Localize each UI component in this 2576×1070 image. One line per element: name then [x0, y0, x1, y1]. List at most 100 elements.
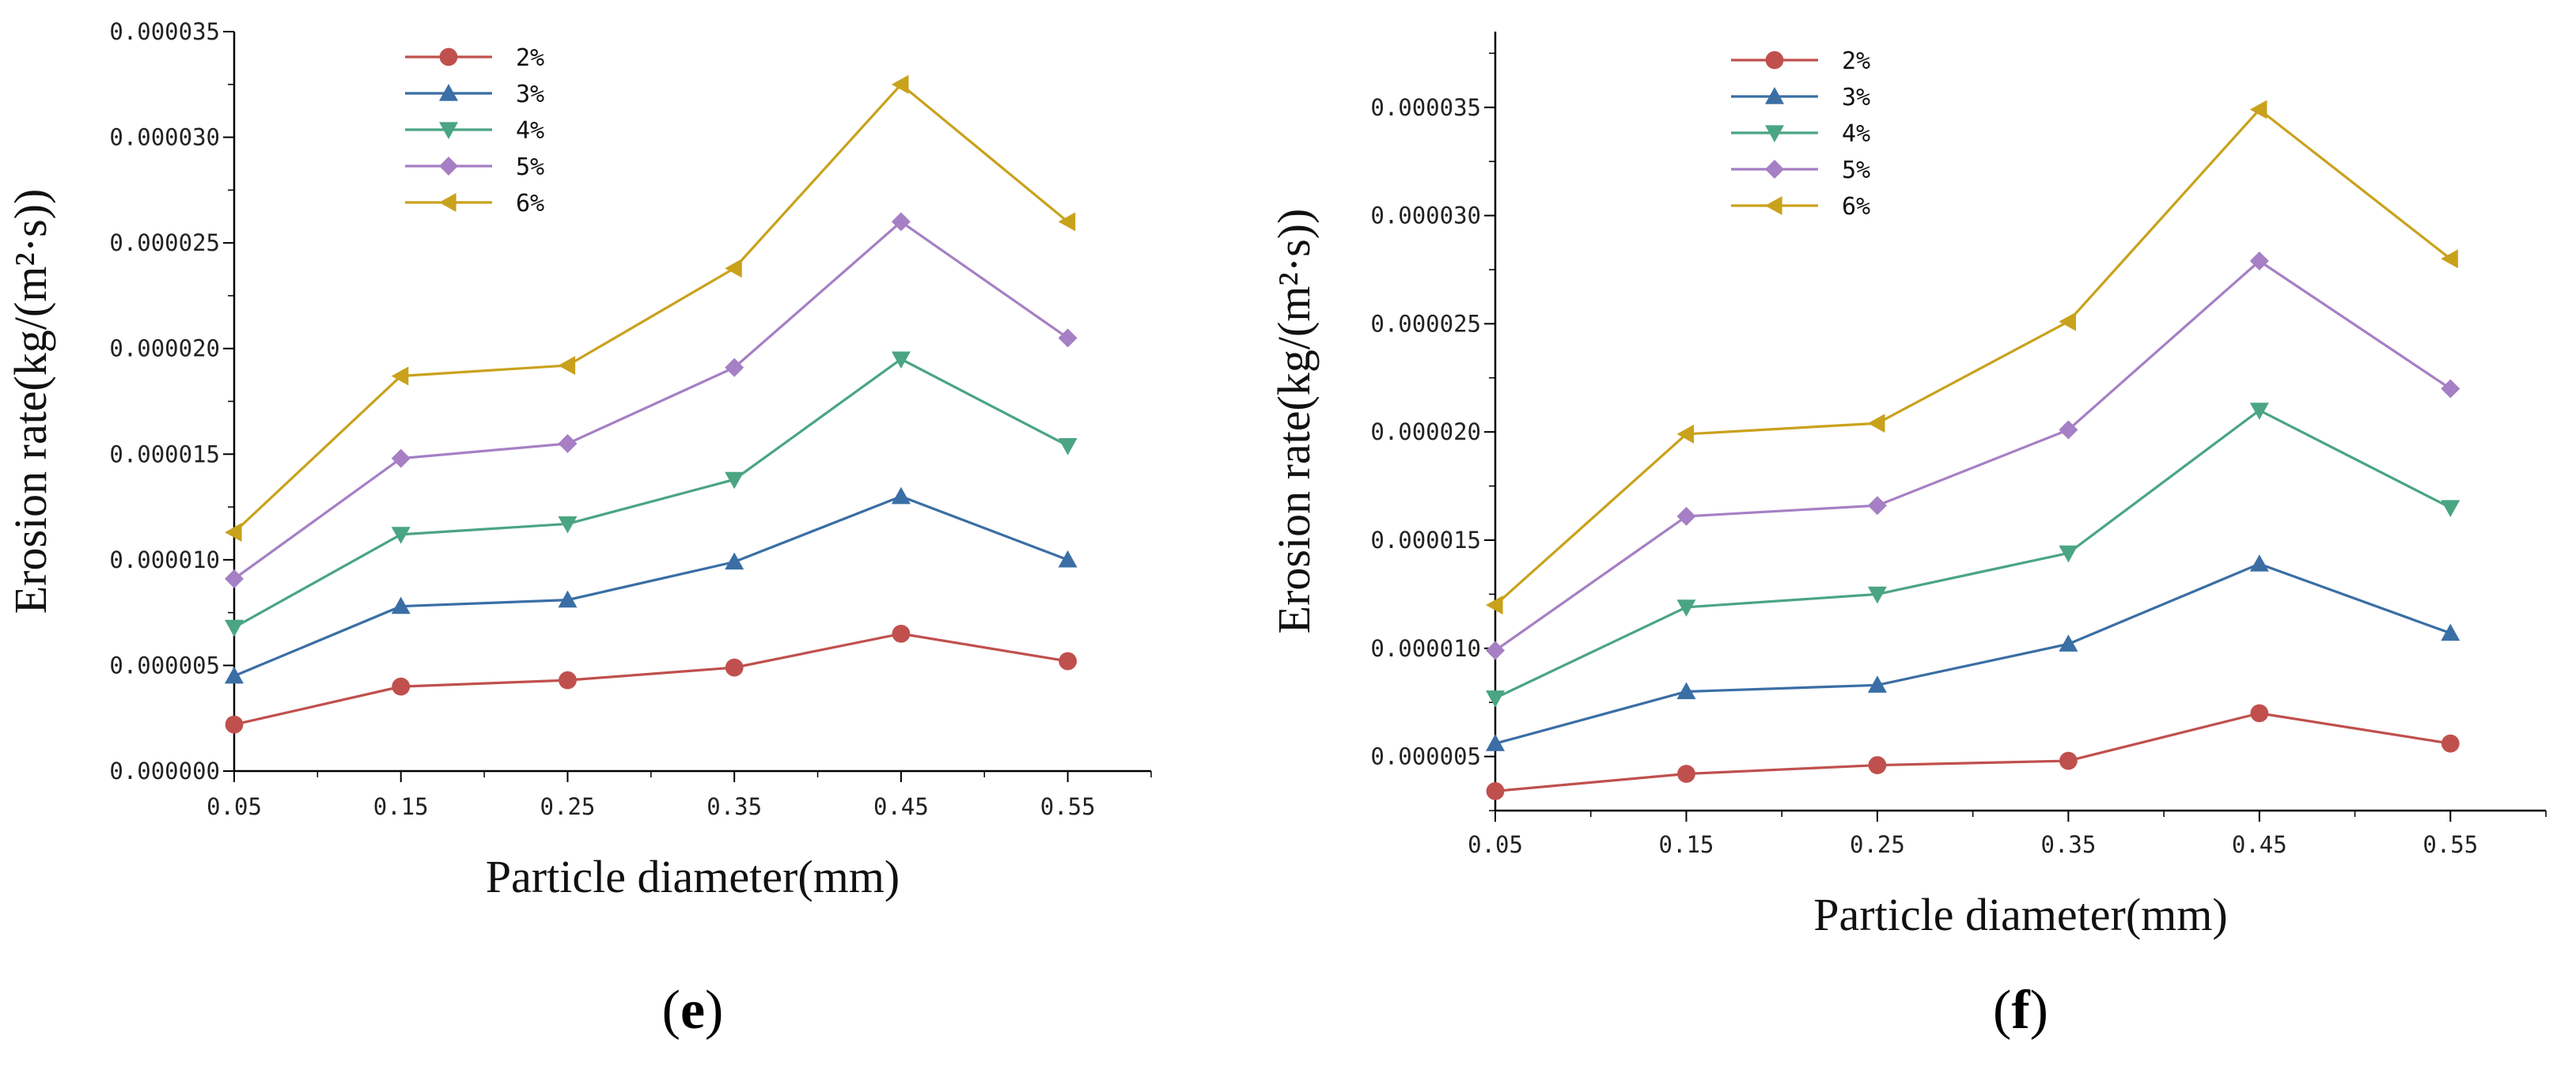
data-point-6pct: [1867, 414, 1885, 433]
data-point-4pct: [2249, 403, 2269, 420]
legend-marker: [439, 84, 458, 101]
data-point-5pct: [558, 433, 578, 453]
data-point-6pct: [1058, 212, 1076, 232]
data-point-2pct: [1677, 765, 1695, 783]
data-point-4pct: [891, 351, 911, 369]
y-tick-label: 0.000030: [109, 124, 220, 151]
data-point-4pct: [225, 619, 244, 637]
data-point-6pct: [391, 366, 409, 386]
data-point-6pct: [558, 356, 576, 376]
y-tick-label: 0.000035: [1370, 94, 1481, 121]
data-point-2pct: [2250, 704, 2269, 723]
data-point-3pct: [2059, 634, 2078, 652]
y-axis-title: Erosion rate(kg/(m²·s)): [1268, 209, 1320, 634]
data-point-3pct: [1058, 550, 1078, 568]
legend-label: 5%: [1842, 157, 1870, 184]
data-point-3pct: [2441, 623, 2460, 641]
data-point-4pct: [1676, 599, 1696, 617]
series-line-5pct: [1494, 259, 2452, 652]
data-point-6pct: [1486, 595, 1503, 615]
legend-marker: [1765, 125, 1784, 142]
data-point-4pct: [2441, 500, 2460, 517]
series-line-4pct: [233, 357, 1069, 629]
series-line-3pct: [1494, 562, 2451, 745]
data-point-5pct: [1867, 496, 1887, 516]
data-point-2pct: [2059, 751, 2078, 770]
series-line-2pct: [1494, 712, 2451, 792]
x-tick-label: 0.25: [1850, 831, 1905, 858]
legend-label: 6%: [516, 190, 544, 217]
legend-label: 5%: [516, 153, 544, 181]
x-tick-label: 0.55: [2423, 831, 2478, 858]
y-tick-label: 0.000020: [1370, 418, 1481, 445]
x-tick-label: 0.05: [206, 793, 262, 820]
data-point-6pct: [2441, 249, 2458, 269]
y-tick-label: 0.000025: [109, 229, 220, 256]
data-point-3pct: [391, 596, 411, 614]
y-tick-label: 0.000035: [109, 18, 220, 45]
y-tick-label: 0.000030: [1370, 202, 1481, 229]
x-tick-label: 0.25: [540, 793, 596, 820]
data-point-5pct: [725, 357, 744, 377]
data-point-5pct: [1676, 506, 1696, 526]
data-point-5pct: [2249, 251, 2269, 271]
y-tick-label: 0.000005: [109, 652, 220, 679]
legend: 2% 3% 4% 5% 6%: [405, 44, 544, 217]
data-point-2pct: [1059, 652, 1078, 671]
data-point-4pct: [725, 471, 744, 490]
data-point-3pct: [1486, 734, 1505, 751]
data-point-3pct: [2249, 554, 2269, 572]
data-point-6pct: [2249, 100, 2267, 119]
panel-label: (e): [662, 980, 724, 1041]
legend-label: 6%: [1842, 193, 1870, 221]
data-point-2pct: [2441, 734, 2460, 753]
data-point-6pct: [725, 259, 742, 278]
data-point-2pct: [725, 658, 744, 677]
panel-label: (f): [1993, 980, 2048, 1041]
data-point-2pct: [892, 624, 911, 643]
legend: 2% 3% 4% 5% 6%: [1731, 47, 1870, 221]
data-point-3pct: [558, 590, 578, 608]
series-line-2pct: [233, 632, 1068, 726]
data-point-4pct: [1058, 438, 1078, 456]
x-tick-label: 0.05: [1468, 831, 1523, 858]
x-tick-label: 0.35: [707, 793, 762, 820]
x-tick-label: 0.15: [373, 793, 429, 820]
y-tick-label: 0.000020: [109, 335, 220, 362]
data-point-5pct: [225, 569, 244, 588]
legend-label: 4%: [516, 117, 544, 145]
x-axis-title: Particle diameter(mm): [486, 851, 900, 902]
x-tick-label: 0.55: [1040, 793, 1096, 820]
legend-label: 3%: [516, 81, 544, 108]
legend-marker: [1765, 160, 1784, 179]
data-point-2pct: [225, 715, 244, 734]
chart-panel-e: 0.000000 0.000005 0.000010 0.000015 0.000020…: [5, 18, 1152, 1041]
y-tick-label: 0.000000: [109, 758, 220, 785]
data-point-4pct: [1867, 586, 1887, 604]
x-axis-title: Particle diameter(mm): [1813, 889, 2227, 940]
y-tick-label: 0.000010: [109, 546, 220, 573]
data-point-3pct: [725, 552, 744, 570]
x-tick-label: 0.45: [873, 793, 929, 820]
x-tick-label: 0.45: [2232, 831, 2287, 858]
legend-marker: [439, 47, 458, 66]
y-tick-label: 0.000005: [1370, 743, 1481, 770]
data-point-5pct: [2441, 379, 2460, 399]
series-line-5pct: [233, 220, 1069, 580]
data-point-5pct: [1058, 328, 1078, 348]
data-point-6pct: [1676, 424, 1695, 444]
legend-label: 4%: [1842, 120, 1870, 148]
y-tick-label: 0.000010: [1370, 635, 1481, 662]
legend-label: 3%: [1842, 84, 1870, 112]
x-tick-label: 0.15: [1659, 831, 1714, 858]
data-point-5pct: [891, 212, 911, 232]
series-line-6pct: [1494, 108, 2452, 607]
data-point-4pct: [391, 527, 411, 544]
legend-label: 2%: [1842, 47, 1870, 75]
y-axis-title: Erosion rate(kg/(m²·s)): [5, 189, 56, 614]
series-line-3pct: [233, 494, 1069, 678]
data-point-4pct: [558, 516, 578, 534]
data-point-3pct: [891, 486, 911, 505]
y-tick-label: 0.000025: [1370, 310, 1481, 337]
